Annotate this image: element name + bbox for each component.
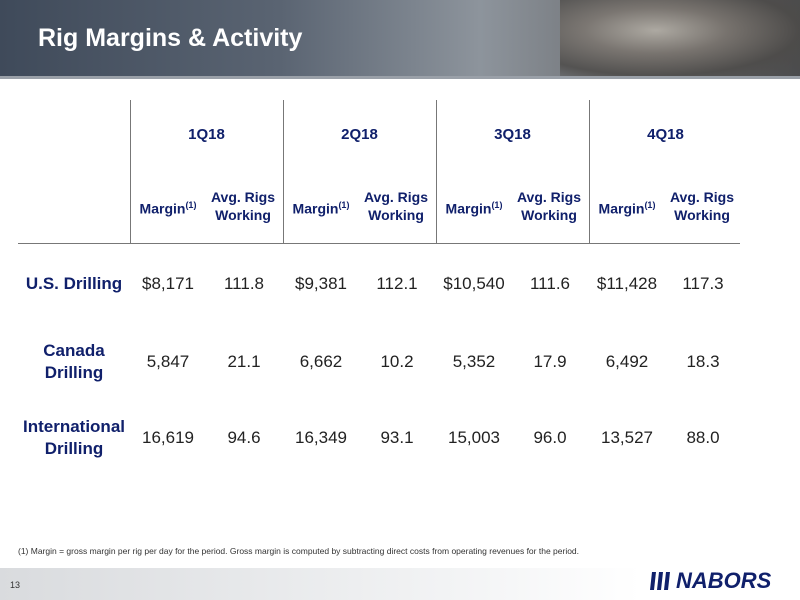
table-rule [18, 243, 740, 244]
row-label: U.S. Drilling [25, 274, 123, 293]
table-cell: 111.6 [529, 274, 571, 293]
page-number: 13 [10, 580, 21, 590]
quarter-header: 2Q18 [341, 126, 378, 143]
row-label: Canada Drilling [43, 341, 105, 382]
rigs-header: Avg. Rigs Working [516, 189, 582, 223]
table-cell: 13,527 [601, 428, 653, 447]
table-cell: 112.1 [376, 274, 418, 293]
table-cell: 21.1 [227, 352, 261, 371]
table-cell: 18.3 [686, 352, 720, 371]
logo-mark [650, 572, 670, 590]
table-cell: 6,492 [605, 352, 649, 371]
rigs-header: Avg. Rigs Working [210, 189, 276, 223]
table-cell: $11,428 [596, 274, 658, 293]
column-divider [436, 100, 437, 243]
table-cell: 10.2 [380, 352, 414, 371]
quarter-header: 4Q18 [647, 126, 684, 143]
margin-note: (1) [644, 200, 656, 210]
table-cell: $9,381 [295, 274, 347, 293]
logo-text: NABORS [676, 568, 772, 593]
row-label: International Drilling [22, 417, 125, 458]
footnote: (1) Margin = gross margin per rig per da… [18, 546, 580, 556]
table-cell: 96.0 [533, 428, 567, 447]
table-cell: 94.6 [227, 428, 261, 447]
table-cell: 93.1 [380, 428, 414, 447]
column-divider [589, 100, 590, 243]
margin-header: Margin(1) [436, 196, 512, 218]
margin-note: (1) [185, 200, 197, 210]
quarter-header: 3Q18 [494, 126, 531, 143]
margin-label: Margin [139, 200, 186, 217]
rigs-header: Avg. Rigs Working [363, 189, 429, 223]
table-cell: 5,847 [146, 352, 190, 371]
table-cell: 111.8 [223, 274, 265, 293]
margin-label: Margin [445, 200, 492, 217]
table-cell: $10,540 [443, 274, 505, 293]
quarter-header: 1Q18 [188, 126, 225, 143]
table-cell: 16,619 [142, 428, 194, 447]
table-cell: 17.9 [533, 352, 567, 371]
table-cell: 117.3 [682, 274, 724, 293]
header-photo [560, 0, 800, 76]
column-divider [283, 100, 284, 243]
table-cell: $8,171 [142, 274, 194, 293]
column-divider [130, 100, 131, 243]
table-cell: 6,662 [299, 352, 343, 371]
margin-header: Margin(1) [589, 196, 665, 218]
table-cell: 5,352 [452, 352, 496, 371]
margin-header: Margin(1) [283, 196, 359, 218]
header-rule [0, 76, 800, 79]
slide-title: Rig Margins & Activity [38, 24, 303, 52]
margin-header: Margin(1) [130, 196, 206, 218]
table-cell: 16,349 [295, 428, 347, 447]
margin-label: Margin [292, 200, 339, 217]
margin-label: Margin [598, 200, 645, 217]
table-cell: 88.0 [686, 428, 720, 447]
margin-note: (1) [491, 200, 503, 210]
margin-note: (1) [338, 200, 350, 210]
rigs-header: Avg. Rigs Working [669, 189, 735, 223]
table-cell: 15,003 [448, 428, 500, 447]
